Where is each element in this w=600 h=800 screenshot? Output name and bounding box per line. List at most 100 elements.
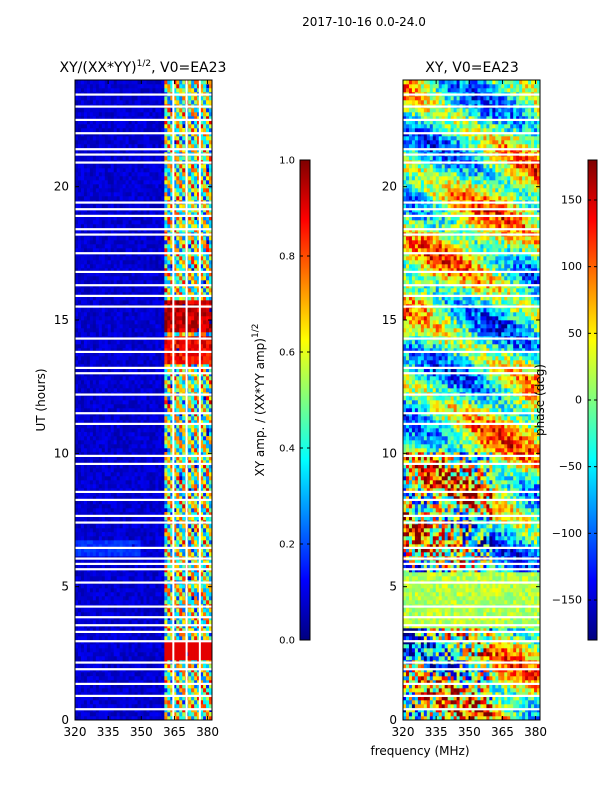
heatmap-cell xyxy=(114,324,117,328)
heatmap-cell xyxy=(99,608,102,612)
heatmap-cell xyxy=(182,612,185,616)
heatmap-cell xyxy=(152,476,155,480)
heatmap-cell xyxy=(96,344,99,348)
heatmap-cell xyxy=(78,620,81,624)
heatmap-cell xyxy=(161,320,164,324)
heatmap-cell xyxy=(114,600,117,604)
heatmap-cell xyxy=(84,688,87,692)
heatmap-cell xyxy=(155,332,158,336)
heatmap-cell xyxy=(164,644,167,648)
heatmap-cell xyxy=(167,648,170,652)
heatmap-cell xyxy=(132,376,135,380)
heatmap-cell xyxy=(167,572,170,576)
heatmap-cell xyxy=(120,356,123,360)
heatmap-cell xyxy=(179,700,182,704)
heatmap-cell xyxy=(152,444,155,448)
heatmap-cell xyxy=(167,536,170,540)
heatmap-cell xyxy=(146,688,149,692)
heatmap-cell xyxy=(132,400,135,404)
heatmap-cell xyxy=(117,404,120,408)
heatmap-cell xyxy=(96,396,99,400)
heatmap-cell xyxy=(149,644,152,648)
heatmap-cell xyxy=(146,320,149,324)
heatmap-cell xyxy=(191,712,194,716)
heatmap-cell xyxy=(126,360,129,364)
heatmap-cell xyxy=(144,596,147,600)
heatmap-cell xyxy=(182,480,185,484)
heatmap-cell xyxy=(120,676,123,680)
heatmap-cell xyxy=(155,468,158,472)
heatmap-cell xyxy=(87,480,90,484)
heatmap-cell xyxy=(144,436,147,440)
heatmap-cell xyxy=(158,376,161,380)
heatmap-cell xyxy=(129,320,132,324)
heatmap-cell xyxy=(123,676,126,680)
heatmap-cell xyxy=(132,576,135,580)
heatmap-cell xyxy=(182,340,185,344)
heatmap-cell xyxy=(108,396,111,400)
heatmap-cell xyxy=(129,400,132,404)
heatmap-cell xyxy=(123,320,126,324)
heatmap-cell xyxy=(117,572,120,576)
heatmap-cell xyxy=(96,596,99,600)
heatmap-cell xyxy=(78,572,81,576)
heatmap-cell xyxy=(90,312,93,316)
heatmap-cell xyxy=(167,316,170,320)
heatmap-cell xyxy=(105,644,108,648)
heatmap-cell xyxy=(203,300,206,304)
heatmap-cell xyxy=(102,376,105,380)
heatmap-cell xyxy=(188,380,191,384)
heatmap-cell xyxy=(194,584,197,588)
heatmap-cell xyxy=(120,596,123,600)
heatmap-cell xyxy=(144,532,147,536)
heatmap-cell xyxy=(138,540,141,544)
heatmap-cell xyxy=(102,572,105,576)
heatmap-cell xyxy=(167,620,170,624)
heatmap-cell xyxy=(152,532,155,536)
heatmap-cell xyxy=(120,468,123,472)
heatmap-cell xyxy=(96,644,99,648)
heatmap-cell xyxy=(203,672,206,676)
heatmap-cell xyxy=(176,588,179,592)
heatmap-cell xyxy=(176,320,179,324)
heatmap-cell xyxy=(167,416,170,420)
heatmap-cell xyxy=(161,448,164,452)
heatmap-cell xyxy=(117,376,120,380)
heatmap-cell xyxy=(164,360,167,364)
heatmap-cell xyxy=(129,572,132,576)
heatmap-cell xyxy=(144,484,147,488)
heatmap-cell xyxy=(146,380,149,384)
heatmap-cell xyxy=(176,612,179,616)
heatmap-cell xyxy=(149,600,152,604)
heatmap-cell xyxy=(105,524,108,528)
heatmap-cell xyxy=(78,644,81,648)
heatmap-cell xyxy=(188,356,191,360)
heatmap-cell xyxy=(161,440,164,444)
heatmap-cell xyxy=(87,620,90,624)
heatmap-cell xyxy=(84,612,87,616)
heatmap-cell xyxy=(161,636,164,640)
heatmap-cell xyxy=(144,712,147,716)
heatmap-cell xyxy=(194,280,197,284)
heatmap-cell xyxy=(105,308,108,312)
heatmap-cell xyxy=(102,540,105,544)
heatmap-cell xyxy=(105,656,108,660)
heatmap-cell xyxy=(126,472,129,476)
heatmap-cell xyxy=(123,340,126,344)
heatmap-cell xyxy=(152,484,155,488)
heatmap-cell xyxy=(191,360,194,364)
heatmap-cell xyxy=(152,404,155,408)
heatmap-cell xyxy=(117,704,120,708)
heatmap-cell xyxy=(132,448,135,452)
heatmap-cell xyxy=(132,528,135,532)
heatmap-cell xyxy=(96,376,99,380)
heatmap-cell xyxy=(126,316,129,320)
heatmap-cell xyxy=(179,408,182,412)
heatmap-cell xyxy=(117,356,120,360)
heatmap-cell xyxy=(117,320,120,324)
heatmap-cell xyxy=(161,704,164,708)
heatmap-cell xyxy=(206,552,209,556)
heatmap-cell xyxy=(81,552,84,556)
heatmap-cell xyxy=(120,672,123,676)
heatmap-cell xyxy=(84,376,87,380)
